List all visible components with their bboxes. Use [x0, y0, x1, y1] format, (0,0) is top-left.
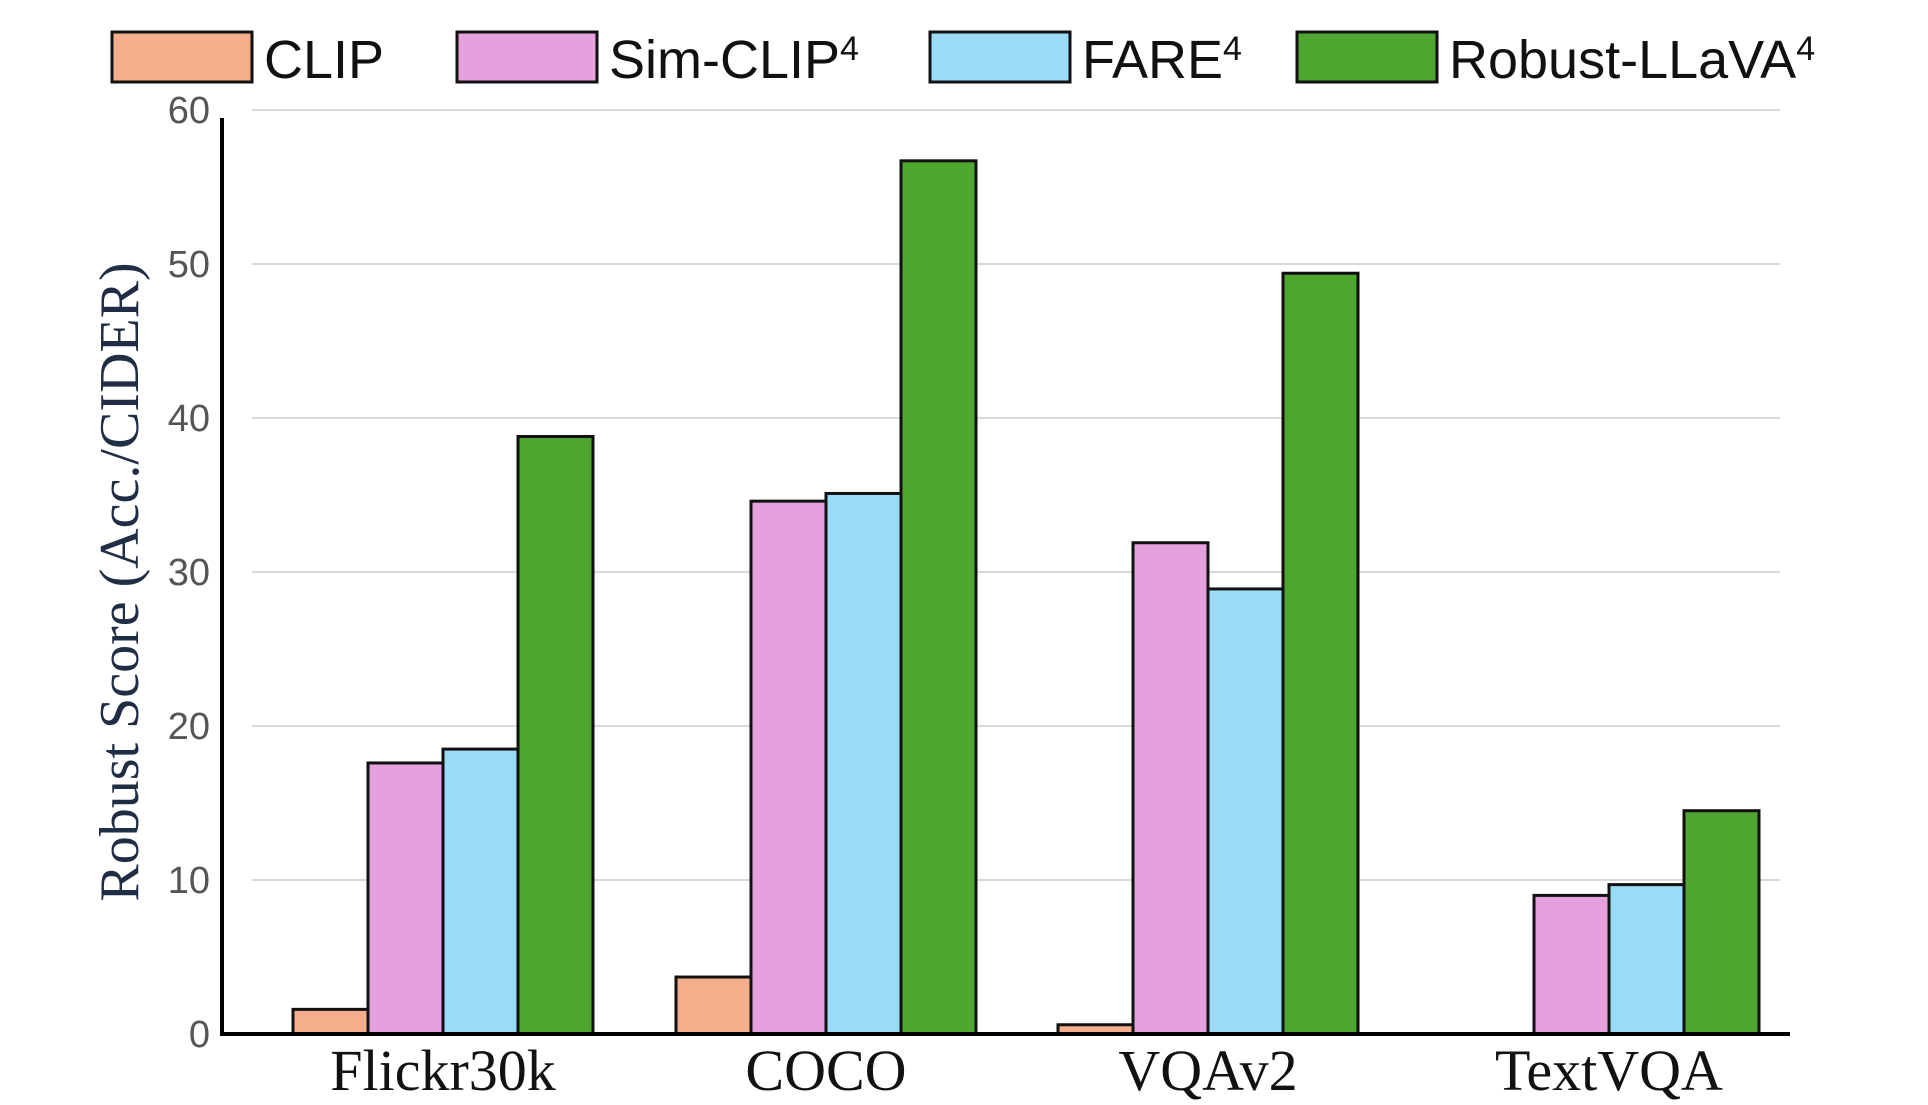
bar-flickr30k-clip	[291, 1007, 370, 1036]
legend-label-clip: CLIP	[264, 30, 384, 90]
y-tick-label-10: 10	[168, 860, 210, 902]
legend-label-fare: FARE4	[1082, 30, 1242, 90]
bar-flickr30k-sim-clip	[366, 761, 445, 1036]
bar-vqav2-fare	[1206, 587, 1285, 1036]
axes	[220, 118, 1790, 1036]
legend-swatch-clip	[110, 30, 254, 84]
bar-coco-clip	[674, 975, 753, 1036]
bar-coco-fare	[824, 491, 903, 1036]
bar-textvqa-sim-clip	[1532, 893, 1611, 1036]
x-tick-labels: Flickr30k COCO VQAv2 TextVQA	[330, 1038, 1723, 1103]
x-tick-label-textvqa: TextVQA	[1495, 1038, 1723, 1100]
x-tick-label-flickr30k: Flickr30k	[330, 1038, 556, 1100]
bar-coco-robust-llava	[899, 159, 978, 1036]
y-tick-label-60: 60	[168, 90, 210, 132]
bar-vqav2-robust-llava	[1281, 271, 1360, 1036]
y-tick-label-40: 40	[168, 398, 210, 440]
y-tick-labels: 0 10 20 30 40 50 60	[168, 90, 210, 1056]
legend-label-sim-clip: Sim-CLIP4	[609, 30, 859, 90]
bar-flickr30k-fare	[441, 747, 520, 1036]
y-tick-label-0: 0	[189, 1014, 210, 1056]
bar-coco-sim-clip	[749, 499, 828, 1036]
legend-superscript-robust-llava: 4	[1796, 30, 1815, 68]
legend-label-robust-llava: Robust-LLaVA4	[1449, 30, 1815, 90]
legend-swatch-fare	[928, 30, 1072, 84]
legend-superscript-sim-clip: 4	[840, 30, 859, 68]
y-axis-title: Robust Score (Acc./CIDER)	[89, 262, 151, 901]
bars	[291, 159, 1761, 1036]
x-tick-label-vqav2: VQAv2	[1118, 1038, 1297, 1100]
bar-flickr30k-robust-llava	[516, 434, 595, 1036]
legend-superscript-fare: 4	[1223, 30, 1242, 68]
legend-swatch-sim-clip	[455, 30, 599, 84]
y-tick-label-50: 50	[168, 244, 210, 286]
y-tick-label-30: 30	[168, 552, 210, 594]
gridlines	[252, 109, 1780, 881]
bar-textvqa-robust-llava	[1682, 809, 1761, 1036]
bar-textvqa-fare	[1607, 883, 1686, 1036]
legend: CLIP Sim-CLIP4 FARE4 Robust-LLaVA4	[110, 30, 1815, 90]
y-tick-label-20: 20	[168, 706, 210, 748]
legend-swatch-robust-llava	[1295, 30, 1439, 84]
x-tick-label-coco: COCO	[745, 1038, 906, 1100]
bar-vqav2-sim-clip	[1131, 541, 1210, 1036]
